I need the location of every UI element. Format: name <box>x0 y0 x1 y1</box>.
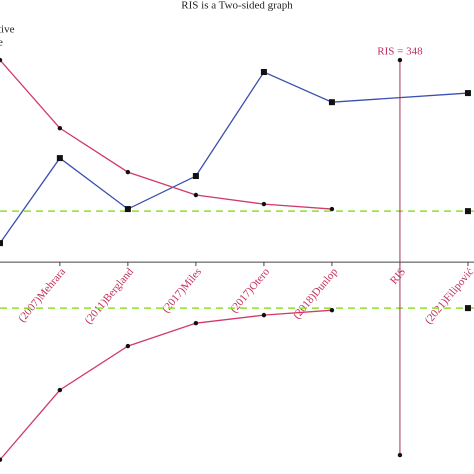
reference-marker <box>464 208 471 215</box>
series-line <box>0 71 469 244</box>
ris-label: RIS = 348 <box>377 46 423 58</box>
point <box>125 343 131 349</box>
point <box>261 201 267 207</box>
point <box>464 90 471 97</box>
x-tick-label: (2007)Mehrara <box>16 266 68 325</box>
annotation: e <box>0 37 3 49</box>
point <box>0 240 3 247</box>
point <box>193 192 199 198</box>
point <box>125 169 131 175</box>
ris-end <box>397 57 403 63</box>
reference-marker <box>464 305 471 312</box>
x-tick-label: (2021)Filipović <box>423 266 474 327</box>
annotation: tive <box>0 24 15 36</box>
point <box>261 312 267 318</box>
point <box>260 69 267 76</box>
ris-end <box>397 452 403 458</box>
point <box>329 307 335 313</box>
x-tick-label: (2011)Bergland <box>83 266 137 327</box>
point <box>57 125 63 131</box>
point <box>0 57 3 63</box>
point <box>192 173 199 180</box>
point <box>328 99 335 106</box>
point <box>124 206 131 213</box>
series-line <box>0 309 332 461</box>
series-line <box>0 59 332 210</box>
point <box>57 387 63 393</box>
point <box>329 206 335 212</box>
x-tick-label: RIS <box>388 266 408 287</box>
point <box>0 457 3 462</box>
point <box>56 155 63 162</box>
point <box>193 320 199 326</box>
chart-title: RIS is a Two-sided graph <box>181 0 293 12</box>
